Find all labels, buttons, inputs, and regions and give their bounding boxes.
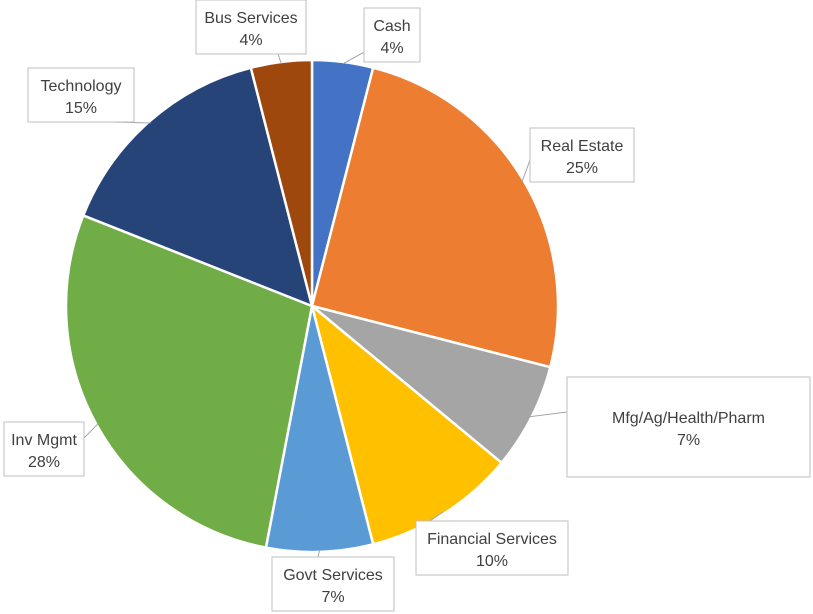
data-label-box: [3, 421, 85, 477]
data-label-box: [195, 0, 307, 55]
data-label-box: [271, 556, 395, 612]
pie-slice-technology: [81, 66, 314, 309]
leader-line-mfg-ag-health-pharm: [529, 411, 568, 418]
pie-slice-inv-mgmt: [64, 213, 314, 550]
data-label-govt-services: Govt Services 7%: [271, 556, 395, 612]
data-label-percent: 25%: [566, 160, 598, 177]
data-label-category: Financial Services: [427, 531, 557, 548]
data-label-percent: 28%: [28, 454, 60, 471]
data-label-category: Mfg/Ag/Health/Pharm: [612, 410, 765, 427]
data-label-box: [27, 67, 135, 123]
data-label-financial-services: Financial Services 10%: [415, 520, 569, 576]
data-label-category: Bus Services: [204, 10, 297, 27]
data-label-bus-services: Bus Services 4%: [195, 0, 307, 55]
data-label-category: Inv Mgmt: [11, 432, 77, 449]
data-labels: Cash 4% Real Estate 25% Mfg/Ag/Health/Pharm 7…: [3, 0, 811, 612]
data-label-real-estate: Real Estate 25%: [529, 127, 635, 183]
data-label-percent: 7%: [321, 589, 344, 606]
leader-line-real-estate: [521, 159, 531, 182]
data-label-mfg-ag-health-pharm: Mfg/Ag/Health/Pharm 7%: [566, 376, 811, 478]
data-label-cash: Cash 4%: [363, 7, 421, 63]
leader-line-govt-services: [317, 549, 321, 558]
data-label-technology: Technology 15%: [27, 67, 135, 123]
leader-line-financial-services: [429, 511, 444, 522]
data-label-category: Govt Services: [283, 567, 383, 584]
pie-slices: [64, 58, 560, 554]
data-label-percent: 15%: [65, 100, 97, 117]
pie-slice-financial-services: [309, 302, 504, 546]
data-label-box: [529, 127, 635, 183]
data-label-box: [363, 7, 421, 63]
data-label-percent: 7%: [677, 432, 700, 449]
data-label-percent: 10%: [476, 553, 508, 570]
data-label-category: Technology: [41, 78, 122, 95]
pie-slice-real-estate: [310, 66, 560, 369]
leader-line-inv-mgmt: [83, 423, 99, 439]
data-label-box: [415, 520, 569, 576]
data-label-box: [566, 376, 811, 478]
data-label-percent: 4%: [380, 40, 403, 57]
data-label-percent: 4%: [239, 32, 262, 49]
data-label-inv-mgmt: Inv Mgmt 28%: [3, 421, 85, 477]
leader-line-bus-services: [277, 53, 282, 65]
pie-slice-mfg-ag-health-pharm: [311, 304, 552, 465]
data-label-category: Cash: [373, 18, 410, 35]
data-label-category: Real Estate: [541, 138, 624, 155]
